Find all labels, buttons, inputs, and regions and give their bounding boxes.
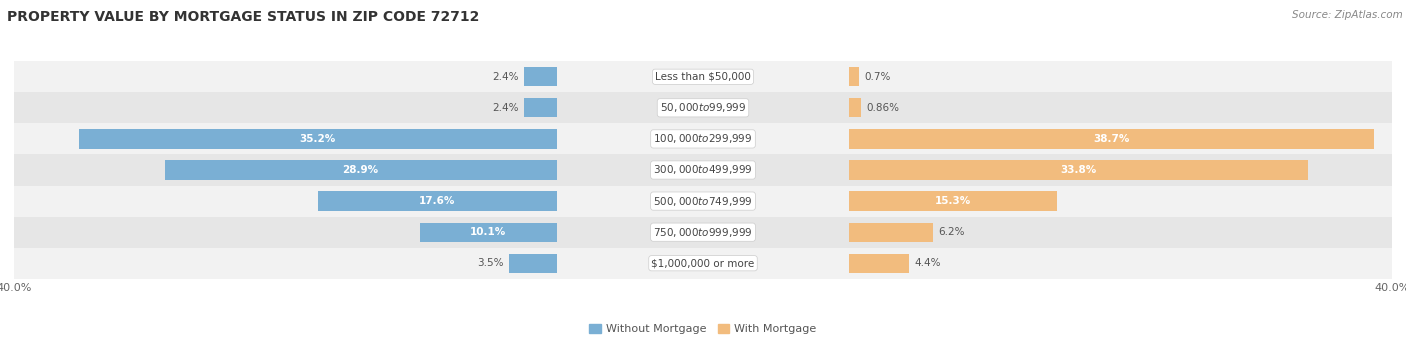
Bar — [849, 223, 934, 242]
Bar — [318, 191, 557, 211]
Bar — [849, 129, 1374, 149]
Legend: Without Mortgage, With Mortgage: Without Mortgage, With Mortgage — [585, 319, 821, 339]
Text: 2.4%: 2.4% — [492, 103, 519, 113]
Bar — [165, 160, 557, 180]
Bar — [14, 217, 1392, 248]
Text: 3.5%: 3.5% — [478, 258, 503, 268]
Bar — [509, 254, 557, 273]
Bar — [14, 154, 1392, 186]
Bar — [849, 98, 860, 117]
Text: Source: ZipAtlas.com: Source: ZipAtlas.com — [1292, 10, 1403, 20]
Text: PROPERTY VALUE BY MORTGAGE STATUS IN ZIP CODE 72712: PROPERTY VALUE BY MORTGAGE STATUS IN ZIP… — [7, 10, 479, 24]
Bar — [849, 67, 859, 86]
Text: $50,000 to $99,999: $50,000 to $99,999 — [659, 101, 747, 114]
Text: $300,000 to $499,999: $300,000 to $499,999 — [654, 164, 752, 176]
Text: 2.4%: 2.4% — [492, 72, 519, 82]
Bar — [849, 254, 910, 273]
Bar — [14, 248, 1392, 279]
Text: 17.6%: 17.6% — [419, 196, 456, 206]
Text: $1,000,000 or more: $1,000,000 or more — [651, 258, 755, 268]
Text: $100,000 to $299,999: $100,000 to $299,999 — [654, 132, 752, 146]
Text: Less than $50,000: Less than $50,000 — [655, 72, 751, 82]
Bar — [14, 123, 1392, 154]
Text: 38.7%: 38.7% — [1094, 134, 1130, 144]
Text: 15.3%: 15.3% — [935, 196, 972, 206]
Bar — [14, 92, 1392, 123]
Bar — [14, 186, 1392, 217]
Text: 6.2%: 6.2% — [939, 227, 965, 237]
Bar — [849, 191, 1057, 211]
Text: 35.2%: 35.2% — [299, 134, 336, 144]
Bar — [79, 129, 557, 149]
Bar — [419, 223, 557, 242]
Text: $500,000 to $749,999: $500,000 to $749,999 — [654, 194, 752, 208]
Text: 0.7%: 0.7% — [865, 72, 890, 82]
Text: 28.9%: 28.9% — [343, 165, 378, 175]
Text: 33.8%: 33.8% — [1060, 165, 1097, 175]
Text: $750,000 to $999,999: $750,000 to $999,999 — [654, 226, 752, 239]
Bar — [524, 67, 557, 86]
Bar — [524, 98, 557, 117]
Bar — [849, 160, 1308, 180]
Text: 4.4%: 4.4% — [914, 258, 941, 268]
Text: 0.86%: 0.86% — [866, 103, 900, 113]
Bar — [14, 61, 1392, 92]
Text: 10.1%: 10.1% — [470, 227, 506, 237]
